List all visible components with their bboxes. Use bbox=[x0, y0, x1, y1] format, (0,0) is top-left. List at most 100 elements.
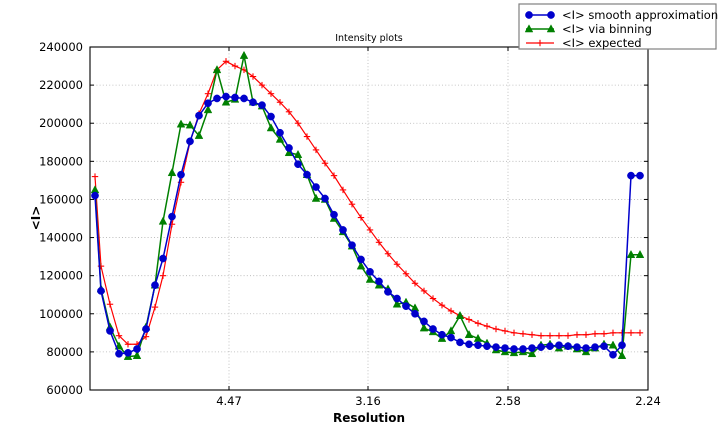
data-point-marker bbox=[546, 342, 554, 351]
data-point-marker bbox=[266, 123, 276, 132]
data-point-marker bbox=[321, 194, 329, 203]
x-tick-label: 3.16 bbox=[355, 394, 381, 408]
data-point-marker bbox=[456, 338, 464, 347]
y-tick-label: 220000 bbox=[39, 78, 83, 92]
y-tick-label: 140000 bbox=[39, 231, 83, 245]
data-point-marker bbox=[483, 342, 491, 351]
data-point-marker bbox=[221, 97, 231, 106]
x-axis-label: Resolution bbox=[333, 411, 405, 425]
data-point-marker bbox=[167, 168, 177, 177]
data-point-marker bbox=[636, 171, 644, 180]
data-point-marker bbox=[158, 216, 168, 225]
y-axis-label: <I> bbox=[29, 206, 43, 231]
data-point-marker bbox=[429, 325, 437, 333]
data-point-marker bbox=[142, 325, 150, 333]
data-point-marker bbox=[546, 24, 556, 33]
y-tick-label: 60000 bbox=[46, 383, 83, 397]
data-point-marker bbox=[124, 348, 132, 357]
y-axis-tick-labels: 60000 80000 100000 120000 140000 160000 180000… bbox=[39, 40, 83, 397]
x-tick-label: 4.47 bbox=[216, 394, 242, 408]
data-point-marker bbox=[501, 344, 509, 352]
data-point-marker bbox=[168, 212, 176, 221]
data-point-marker bbox=[159, 254, 167, 263]
data-point-marker bbox=[311, 193, 321, 202]
chart-legend[interactable]: <I> smooth approximation<I> via binning<… bbox=[518, 3, 718, 50]
axes-frame bbox=[89, 46, 649, 391]
data-point-marker bbox=[276, 128, 284, 137]
data-point-marker bbox=[528, 344, 536, 352]
series-0 bbox=[91, 92, 644, 359]
y-tick-label: 80000 bbox=[46, 345, 83, 359]
data-point-marker bbox=[303, 170, 311, 179]
legend-label: <I> via binning bbox=[562, 22, 652, 36]
data-point-marker bbox=[627, 171, 635, 180]
data-point-marker bbox=[356, 261, 366, 270]
data-point-marker bbox=[492, 343, 500, 351]
data-point-marker bbox=[525, 11, 533, 19]
data-point-marker bbox=[524, 24, 534, 33]
data-point-marker bbox=[402, 302, 410, 311]
data-point-marker bbox=[366, 268, 374, 276]
chart-title: Intensity plots bbox=[335, 33, 403, 44]
data-point-marker bbox=[537, 343, 545, 351]
data-point-marker bbox=[177, 170, 185, 179]
data-point-marker bbox=[195, 111, 203, 120]
data-point-marker bbox=[312, 183, 320, 191]
x-tick-label: 2.58 bbox=[495, 394, 521, 408]
data-point-marker bbox=[447, 333, 455, 342]
data-point-marker bbox=[132, 350, 142, 359]
data-point-marker bbox=[375, 277, 383, 286]
data-point-marker bbox=[212, 65, 222, 74]
gridlines bbox=[90, 47, 648, 390]
data-point-marker bbox=[617, 350, 627, 359]
data-point-marker bbox=[213, 94, 221, 103]
data-point-marker bbox=[547, 11, 555, 19]
data-point-marker bbox=[275, 134, 285, 143]
data-point-marker bbox=[151, 281, 159, 290]
data-point-marker bbox=[339, 226, 347, 234]
y-tick-label: 160000 bbox=[39, 192, 83, 206]
data-point-marker bbox=[608, 340, 618, 349]
data-point-marker bbox=[591, 343, 599, 351]
data-point-marker bbox=[393, 294, 401, 303]
y-tick-label: 200000 bbox=[39, 116, 83, 130]
data-series-layer bbox=[90, 50, 645, 360]
data-point-marker bbox=[185, 120, 195, 129]
data-point-marker bbox=[411, 309, 419, 318]
data-point-marker bbox=[348, 241, 356, 250]
data-point-marker bbox=[419, 323, 429, 332]
data-point-marker bbox=[204, 99, 212, 108]
data-point-marker bbox=[239, 50, 249, 59]
data-point-marker bbox=[293, 149, 303, 158]
data-point-marker bbox=[384, 288, 392, 296]
data-point-marker bbox=[455, 310, 465, 319]
data-point-marker bbox=[267, 112, 275, 121]
data-point-marker bbox=[194, 130, 204, 139]
data-point-marker bbox=[420, 317, 428, 326]
data-point-marker bbox=[635, 249, 645, 258]
data-point-marker bbox=[133, 345, 141, 353]
data-point-marker bbox=[465, 340, 473, 349]
data-point-marker bbox=[609, 350, 617, 359]
data-point-marker bbox=[438, 330, 446, 339]
data-point-marker bbox=[573, 343, 581, 351]
data-point-marker bbox=[618, 341, 626, 350]
data-point-marker bbox=[106, 327, 114, 335]
data-point-marker bbox=[97, 287, 105, 295]
legend-label: <I> smooth approximation bbox=[562, 8, 718, 22]
data-point-marker bbox=[626, 249, 636, 258]
data-point-marker bbox=[222, 92, 230, 101]
data-point-marker bbox=[231, 93, 239, 102]
legend-label: <I> expected bbox=[562, 36, 642, 50]
data-point-marker bbox=[365, 274, 375, 283]
y-tick-label: 100000 bbox=[39, 307, 83, 321]
data-point-marker bbox=[582, 344, 590, 352]
data-point-marker bbox=[357, 255, 365, 264]
data-point-marker bbox=[176, 119, 186, 128]
data-point-marker bbox=[527, 349, 537, 358]
data-point-marker bbox=[249, 98, 257, 107]
y-tick-label: 240000 bbox=[39, 40, 83, 54]
y-tick-label: 120000 bbox=[39, 269, 83, 283]
